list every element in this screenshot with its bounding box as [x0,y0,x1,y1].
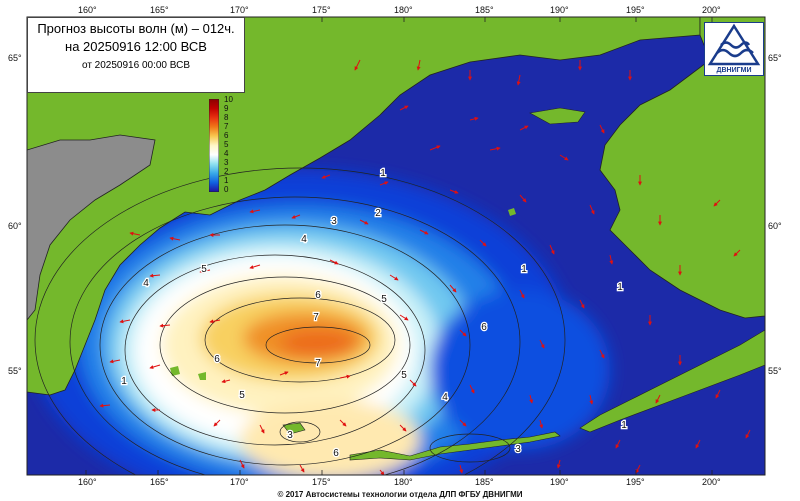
lon-label: 185° [475,5,494,15]
lon-label: 200° [702,477,721,487]
waves-triangle-logo-icon [707,23,761,66]
map-frame [26,16,766,476]
copyright-text: © 2017 Автоcистемы технологии отдела ДЛП… [277,490,523,499]
contour-label: 7 [313,312,319,323]
lon-label: 175° [312,477,331,487]
land-st-matthew-island [508,208,516,216]
land-chukotka [27,17,701,396]
lon-label: 165° [150,5,169,15]
contour-label: 5 [381,294,387,305]
contour-label: 5 [401,370,407,381]
contour-label: 7 [315,358,321,369]
lon-label: 180° [394,477,413,487]
colorbar-label: 3 [224,158,229,167]
contour-label: 5 [201,264,207,275]
colorbar-label: 9 [224,104,229,113]
lon-label: 200° [702,5,721,15]
forecast-info-box: Прогноз высоты волн (м) – 012ч. на 20250… [27,17,245,93]
sea-band-south-light [240,400,420,475]
contour-label: 5 [239,390,245,401]
contour-label: 6 [214,354,220,365]
contour-label: 3 [331,216,337,227]
colorbar-label: 6 [224,131,229,140]
lon-label: 170° [230,477,249,487]
contour-label: 3 [515,444,521,455]
forecast-run-time: от 20250916 00:00 ВСВ [81,60,190,71]
contour-label: 1 [617,282,623,293]
contour-label: 1 [121,376,127,387]
contour-label: 4 [442,392,448,403]
sea-band-east-blue [430,290,610,450]
contour-label: 1 [380,168,386,179]
colorbar-label: 4 [224,149,229,158]
lon-label: 195° [626,477,645,487]
forecast-valid-time: на 20250916 12:00 ВСВ [65,39,207,54]
lat-label: 55° [768,366,782,376]
forecast-title: Прогноз высоты волн (м) – 012ч. [37,21,235,36]
contour-label: 4 [143,278,149,289]
dvnigmi-logo: ДВНИГМИ [704,22,764,76]
land-kamchatka-gray [27,134,156,321]
lon-label: 165° [150,477,169,487]
land-commander-islands [282,422,306,435]
lat-label: 55° [8,366,22,376]
colorbar-label: 5 [224,140,229,149]
lon-label: 190° [550,477,569,487]
colorbar-label: 1 [224,176,229,185]
lon-label: 190° [550,5,569,15]
lon-label: 180° [394,5,413,15]
lat-label: 60° [768,221,782,231]
sea-band-red-orange [280,330,356,356]
land-st-lawrence-island [529,107,586,125]
lon-label: 195° [626,5,645,15]
logo-text: ДВНИГМИ [716,67,752,74]
land-small-island [170,366,180,376]
land-small-island [198,372,206,380]
lon-label: 160° [78,477,97,487]
land-alaska [599,17,765,319]
colorbar-label: 7 [224,122,229,131]
wave-direction-arrows [99,59,751,475]
lon-label: 175° [312,5,331,15]
colorbar-label: 0 [224,185,229,194]
wave-contour-lines [34,167,566,475]
lat-label: 65° [768,53,782,63]
land-alaska-peninsula [579,329,765,433]
lon-label: 160° [78,5,97,15]
contour-label: 6 [315,290,321,301]
contour-label: 6 [333,448,339,459]
colorbar-label: 2 [224,167,229,176]
contour-label: 3 [287,430,293,441]
contour-label: 1 [621,420,627,431]
colorbar-label: 10 [224,95,233,104]
lon-label: 185° [475,477,494,487]
lat-label: 65° [8,53,22,63]
contour-label: 2 [375,208,381,219]
wave-height-colorbar [209,99,219,192]
colorbar-label: 8 [224,113,229,122]
contour-label: 1 [521,264,527,275]
contour-label: 6 [481,322,487,333]
lat-label: 60° [8,221,22,231]
lon-label: 170° [230,5,249,15]
contour-label: 4 [301,234,307,245]
